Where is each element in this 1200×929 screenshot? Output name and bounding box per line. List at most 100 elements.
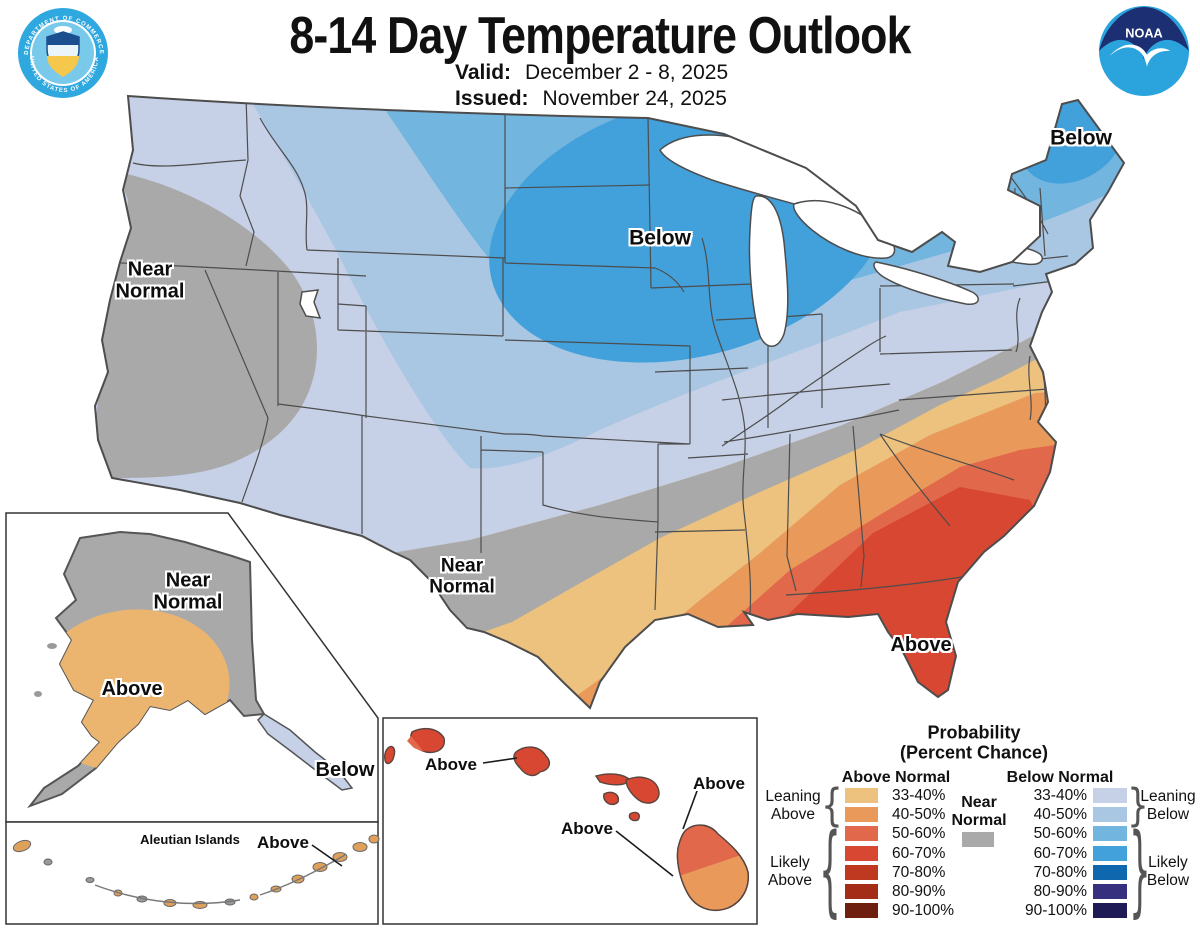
legend-swatch-below-3 [1093, 846, 1127, 861]
legend-swatch-below-1 [1093, 807, 1127, 822]
hawaii-panel-frame [382, 717, 758, 925]
legend-subtitle: (Percent Chance) [899, 742, 1049, 763]
hawaii-inset [382, 717, 758, 925]
island-hawaii-big-outline [676, 824, 749, 912]
band-near-normal-south [320, 328, 1054, 634]
legend-swatch-above-1 [845, 807, 878, 822]
alaska-panhandle-below [257, 713, 354, 791]
island-oahu [513, 746, 551, 777]
legend-swatch-near [962, 832, 994, 847]
island-niihau [384, 745, 396, 765]
issued-row: Issued: November 24, 2025 [455, 87, 727, 111]
legend-near-line1: Near [961, 794, 997, 811]
label-alaska-below: Below [315, 759, 375, 782]
legend-title: Probability [927, 722, 1021, 743]
brace-leaning-below: } [1127, 780, 1149, 832]
label-maine-below: Below [1050, 126, 1112, 150]
legend-above-header: Above Normal [841, 769, 951, 786]
legend-range-below-1: 40-50% [1033, 806, 1087, 823]
lake-michigan [748, 195, 789, 347]
hawaii-pointer-lines [482, 757, 698, 877]
lake-huron [792, 199, 896, 259]
great-salt-lake [299, 289, 322, 319]
legend-swatch-below-2 [1093, 826, 1127, 841]
legend-range-above-0: 33-40% [892, 787, 946, 804]
alaska-inset [5, 512, 380, 925]
legend-near-line2: Normal [951, 812, 1007, 829]
legend-swatch-above-3 [845, 846, 878, 861]
legend-swatch-above-5 [845, 884, 878, 899]
legend-range-above-6: 90-100% [892, 902, 955, 919]
legend-swatch-below-4 [1093, 865, 1127, 880]
label-hawaii-above-3: Above [693, 773, 745, 793]
legend-range-above-3: 60-70% [892, 845, 946, 862]
legend-swatch-below-5 [1093, 884, 1127, 899]
legend-range-above-5: 80-90% [892, 883, 946, 900]
legend-swatch-above-4 [845, 865, 878, 880]
noaa-gull [1109, 44, 1171, 67]
legend-likely-below: Likely Below [1146, 854, 1190, 889]
legend-leaning-below: Leaning Below [1140, 788, 1196, 823]
hi-above-pointer-3 [682, 790, 698, 830]
legend-leaning-above: Leaning Above [765, 788, 821, 823]
legend-range-below-2: 50-60% [1033, 825, 1087, 842]
legend-swatch-above-2 [845, 826, 878, 841]
legend-range-above-4: 70-80% [892, 864, 946, 881]
state-borders [102, 96, 1073, 615]
hi-above-pointer-1 [482, 757, 518, 764]
label-hawaii-above-2: Above [561, 818, 613, 838]
label-florida-above: Above [890, 634, 952, 657]
island-kahoolawe [628, 811, 640, 822]
legend-swatch-above-6 [845, 903, 878, 918]
label-alaska-near-normal: Near Normal [153, 569, 223, 613]
ak-island [34, 691, 42, 697]
legend-range-above-1: 40-50% [892, 806, 946, 823]
legend-likely-above: Likely Above [768, 854, 812, 889]
aleutian-above-pointer-line [311, 844, 343, 867]
island-kauai-light-corner [407, 736, 424, 752]
page-title: 8-14 Day Temperature Outlook [289, 7, 911, 65]
doc-eagle [54, 26, 72, 34]
label-west-near-normal: Near Normal [115, 258, 185, 302]
issued-label: Issued: [455, 87, 529, 110]
legend-range-below-0: 33-40% [1033, 787, 1087, 804]
label-texas-near-normal: Near Normal [429, 555, 495, 597]
legend-swatch-above-0 [845, 788, 878, 803]
legend-range-below-5: 80-90% [1033, 883, 1087, 900]
brace-leaning-above: { [821, 780, 843, 832]
valid-label: Valid: [455, 61, 512, 84]
legend-range-above-2: 50-60% [892, 825, 946, 842]
brace-likely-above: { [819, 814, 841, 929]
legend-range-below-4: 70-80% [1033, 864, 1087, 881]
island-lanai [603, 791, 619, 806]
legend-swatch-below-6 [1093, 903, 1127, 918]
island-maui [625, 776, 660, 804]
label-alaska-above: Above [101, 678, 163, 701]
noaa-logo-text: NOAA [1125, 25, 1162, 40]
doc-shield-chief [47, 32, 79, 45]
label-midwest-below: Below [629, 226, 691, 250]
issued-value: November 24, 2025 [542, 87, 727, 110]
legend-range-below-3: 60-70% [1033, 845, 1087, 862]
noaa-dark-top [1098, 6, 1190, 60]
us-outline [93, 94, 1126, 710]
label-aleutian-islands: Aleutian Islands [140, 831, 240, 847]
label-aleutian-above: Above [257, 832, 309, 852]
department-of-commerce-seal: DEPARTMENT OF COMMERCE UNITED STATES OF … [18, 8, 108, 98]
brace-likely-below: } [1129, 814, 1151, 929]
label-hawaii-above-1: Above [425, 754, 477, 774]
doc-shield-base [47, 56, 79, 77]
legend-below-header: Below Normal [1006, 769, 1114, 786]
noaa-logo: NOAA [1098, 5, 1190, 97]
aleutian-panel-frame [5, 821, 379, 925]
valid-value: December 2 - 8, 2025 [525, 61, 729, 84]
hi-above-pointer-2 [615, 830, 674, 877]
aleutian-islands-chain [12, 834, 380, 909]
lake-erie [873, 261, 979, 306]
ak-island [47, 643, 57, 649]
legend-swatch-below-0 [1093, 788, 1127, 803]
legend-range-below-6: 90-100% [1024, 902, 1087, 919]
valid-row: Valid: December 2 - 8, 2025 [455, 61, 728, 85]
